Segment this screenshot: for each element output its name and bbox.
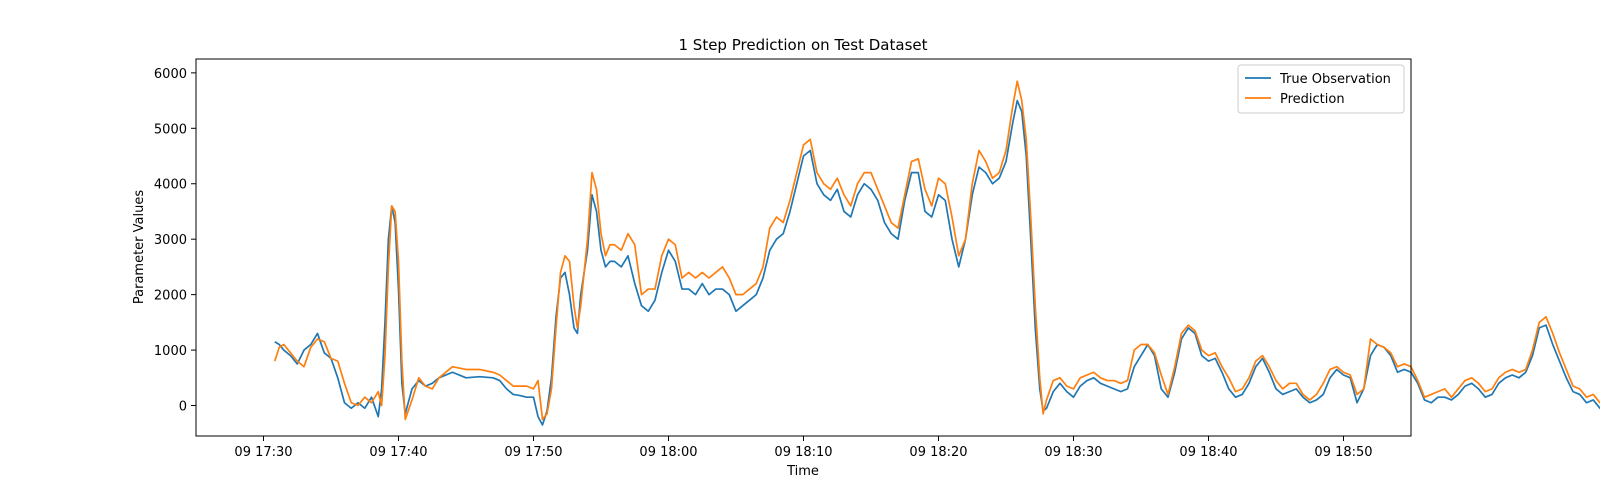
plot-area <box>196 59 1411 436</box>
y-tick-label: 6000 <box>154 67 187 82</box>
x-axis: 09 17:30 09 17:40 09 17:50 09 18:00 09 18:10… <box>234 436 1373 460</box>
x-tick-label: 09 18:30 <box>1044 445 1102 460</box>
y-axis-label: Parameter Values <box>132 190 147 304</box>
x-tick-label: 09 18:50 <box>1314 445 1372 460</box>
y-tick-label: 1000 <box>154 344 187 359</box>
chart-title: 1 Step Prediction on Test Dataset <box>678 36 927 54</box>
y-tick-label: 0 <box>179 400 187 415</box>
series-line-1 <box>273 80 1600 421</box>
legend: True Observation Prediction <box>1237 64 1405 114</box>
legend-box <box>1237 64 1405 114</box>
y-tick-label: 4000 <box>154 178 187 193</box>
x-tick-label: 09 17:30 <box>234 445 292 460</box>
y-axis: 0 1000 2000 3000 4000 5000 6000 <box>154 67 196 415</box>
y-tick-label: 3000 <box>154 233 187 248</box>
x-tick-label: 09 18:10 <box>774 445 832 460</box>
y-tick-label: 5000 <box>154 122 187 137</box>
x-tick-label: 09 18:20 <box>909 445 967 460</box>
series-layer <box>273 80 1600 426</box>
series-line-0 <box>274 99 1600 426</box>
x-axis-label: Time <box>786 464 819 479</box>
y-tick-label: 2000 <box>154 289 187 304</box>
x-tick-label: 09 17:40 <box>369 445 427 460</box>
legend-label-0: True Observation <box>1279 72 1391 87</box>
legend-label-1: Prediction <box>1280 92 1345 107</box>
x-tick-label: 09 18:00 <box>639 445 697 460</box>
x-tick-label: 09 18:40 <box>1179 445 1237 460</box>
x-tick-label: 09 17:50 <box>504 445 562 460</box>
